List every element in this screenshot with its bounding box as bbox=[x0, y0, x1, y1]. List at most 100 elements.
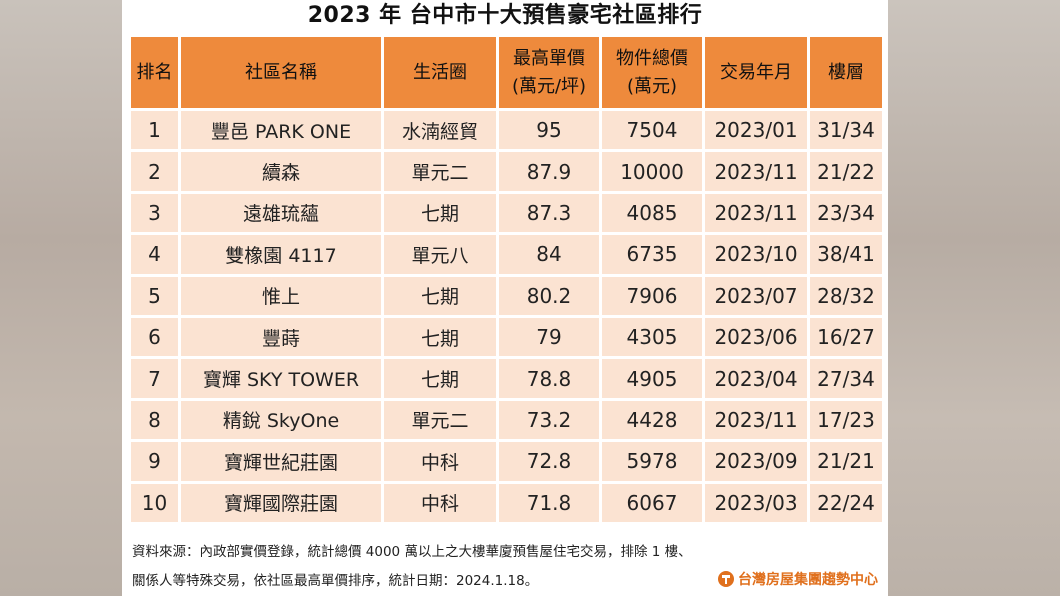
cell-name: 豐蒔 bbox=[181, 317, 381, 357]
cell-date: 2023/04 bbox=[705, 359, 807, 398]
background-right bbox=[888, 0, 1060, 596]
cell-date: 2023/03 bbox=[705, 483, 807, 522]
cell-floor: 21/21 bbox=[810, 442, 882, 481]
taiwan-realty-logo-icon bbox=[718, 571, 734, 587]
cell-name: 寶輝世紀莊園 bbox=[181, 442, 381, 481]
source-note-line-1: 資料來源：內政部實價登錄，統計總價 4000 萬以上之大樓華廈預售屋住宅交易，排… bbox=[132, 544, 692, 560]
header-date: 交易年月 bbox=[705, 37, 807, 108]
cell-rank: 8 bbox=[131, 400, 178, 440]
cell-total: 4305 bbox=[602, 317, 702, 357]
cell-area: 七期 bbox=[384, 193, 496, 233]
cell-rank: 5 bbox=[131, 276, 178, 315]
table-row: 9 寶輝世紀莊園 中科 72.8 5978 2023/09 21/21 bbox=[131, 442, 882, 481]
cell-area: 單元八 bbox=[384, 235, 496, 274]
cell-date: 2023/01 bbox=[705, 111, 807, 150]
cell-rank: 9 bbox=[131, 442, 178, 481]
cell-name: 寶輝 SKY TOWER bbox=[181, 359, 381, 398]
table-row: 6 豐蒔 七期 79 4305 2023/06 16/27 bbox=[131, 317, 882, 357]
cell-area: 單元二 bbox=[384, 400, 496, 440]
cell-date: 2023/07 bbox=[705, 276, 807, 315]
publisher-logo-text: 台灣房屋集團趨勢中心 bbox=[738, 572, 878, 588]
cell-floor: 31/34 bbox=[810, 111, 882, 150]
cell-price: 72.8 bbox=[499, 442, 599, 481]
cell-floor: 28/32 bbox=[810, 276, 882, 315]
cell-floor: 23/34 bbox=[810, 193, 882, 233]
cell-total: 4905 bbox=[602, 359, 702, 398]
cell-total: 4085 bbox=[602, 193, 702, 233]
table-row: 1 豐邑 PARK ONE 水湳經貿 95 7504 2023/01 31/34 bbox=[131, 111, 882, 150]
cell-date: 2023/09 bbox=[705, 442, 807, 481]
cell-name: 續森 bbox=[181, 152, 381, 191]
header-price: 最高單價 (萬元/坪) bbox=[499, 37, 599, 108]
ranking-table: 排名 社區名稱 生活圈 最高單價 (萬元/坪) 物件總價 (萬元) 交易年月 樓… bbox=[128, 34, 885, 525]
cell-rank: 7 bbox=[131, 359, 178, 398]
cell-floor: 16/27 bbox=[810, 317, 882, 357]
table-row: 3 遠雄琉蘊 七期 87.3 4085 2023/11 23/34 bbox=[131, 193, 882, 233]
cell-area: 中科 bbox=[384, 483, 496, 522]
header-area: 生活圈 bbox=[384, 37, 496, 108]
cell-price: 73.2 bbox=[499, 400, 599, 440]
cell-area: 七期 bbox=[384, 359, 496, 398]
publisher-logo: 台灣房屋集團趨勢中心 bbox=[718, 569, 878, 589]
cell-date: 2023/06 bbox=[705, 317, 807, 357]
cell-floor: 21/22 bbox=[810, 152, 882, 191]
cell-area: 水湳經貿 bbox=[384, 111, 496, 150]
table-row: 4 雙橡園 4117 單元八 84 6735 2023/10 38/41 bbox=[131, 235, 882, 274]
cell-name: 雙橡園 4117 bbox=[181, 235, 381, 274]
cell-rank: 1 bbox=[131, 111, 178, 150]
page-title: 2023 年 台中市十大預售豪宅社區排行 bbox=[307, 3, 703, 28]
cell-name: 遠雄琉蘊 bbox=[181, 193, 381, 233]
cell-price: 78.8 bbox=[499, 359, 599, 398]
cell-price: 79 bbox=[499, 317, 599, 357]
background-left bbox=[0, 0, 122, 596]
cell-floor: 22/24 bbox=[810, 483, 882, 522]
cell-floor: 27/34 bbox=[810, 359, 882, 398]
header-total: 物件總價 (萬元) bbox=[602, 37, 702, 108]
cell-name: 豐邑 PARK ONE bbox=[181, 111, 381, 150]
cell-price: 80.2 bbox=[499, 276, 599, 315]
cell-rank: 4 bbox=[131, 235, 178, 274]
cell-price: 84 bbox=[499, 235, 599, 274]
table-row: 5 惟上 七期 80.2 7906 2023/07 28/32 bbox=[131, 276, 882, 315]
cell-price: 87.9 bbox=[499, 152, 599, 191]
source-note: 資料來源：內政部實價登錄，統計總價 4000 萬以上之大樓華廈預售屋住宅交易，排… bbox=[132, 538, 882, 596]
cell-total: 5978 bbox=[602, 442, 702, 481]
header-floor: 樓層 bbox=[810, 37, 882, 108]
cell-date: 2023/11 bbox=[705, 193, 807, 233]
cell-area: 中科 bbox=[384, 442, 496, 481]
cell-total: 6067 bbox=[602, 483, 702, 522]
table-row: 2 續森 單元二 87.9 10000 2023/11 21/22 bbox=[131, 152, 882, 191]
cell-rank: 6 bbox=[131, 317, 178, 357]
header-price-label: 最高單價 bbox=[513, 47, 585, 69]
table-row: 10 寶輝國際莊園 中科 71.8 6067 2023/03 22/24 bbox=[131, 483, 882, 522]
header-name: 社區名稱 bbox=[181, 37, 381, 108]
table-row: 7 寶輝 SKY TOWER 七期 78.8 4905 2023/04 27/3… bbox=[131, 359, 882, 398]
cell-total: 10000 bbox=[602, 152, 702, 191]
cell-rank: 10 bbox=[131, 483, 178, 522]
cell-price: 71.8 bbox=[499, 483, 599, 522]
cell-rank: 2 bbox=[131, 152, 178, 191]
cell-date: 2023/11 bbox=[705, 400, 807, 440]
header-rank: 排名 bbox=[131, 37, 178, 108]
cell-date: 2023/11 bbox=[705, 152, 807, 191]
cell-name: 寶輝國際莊園 bbox=[181, 483, 381, 522]
cell-floor: 38/41 bbox=[810, 235, 882, 274]
header-total-label: 物件總價 bbox=[616, 47, 688, 69]
cell-name: 惟上 bbox=[181, 276, 381, 315]
table-header-row: 排名 社區名稱 生活圈 最高單價 (萬元/坪) 物件總價 (萬元) 交易年月 樓… bbox=[131, 37, 882, 108]
table-row: 8 精銳 SkyOne 單元二 73.2 4428 2023/11 17/23 bbox=[131, 400, 882, 440]
cell-area: 七期 bbox=[384, 276, 496, 315]
cell-total: 6735 bbox=[602, 235, 702, 274]
cell-price: 87.3 bbox=[499, 193, 599, 233]
ranking-panel: 2023 年 台中市十大預售豪宅社區排行 排名 社區名稱 生活圈 最高單價 (萬… bbox=[122, 0, 888, 596]
cell-total: 7906 bbox=[602, 276, 702, 315]
cell-price: 95 bbox=[499, 111, 599, 150]
cell-area: 單元二 bbox=[384, 152, 496, 191]
cell-total: 7504 bbox=[602, 111, 702, 150]
cell-total: 4428 bbox=[602, 400, 702, 440]
cell-floor: 17/23 bbox=[810, 400, 882, 440]
source-note-line-2: 關係人等特殊交易，依社區最高單價排序，統計日期：2024.1.18。 bbox=[132, 573, 539, 589]
header-total-unit: (萬元) bbox=[626, 75, 678, 97]
cell-date: 2023/10 bbox=[705, 235, 807, 274]
cell-area: 七期 bbox=[384, 317, 496, 357]
